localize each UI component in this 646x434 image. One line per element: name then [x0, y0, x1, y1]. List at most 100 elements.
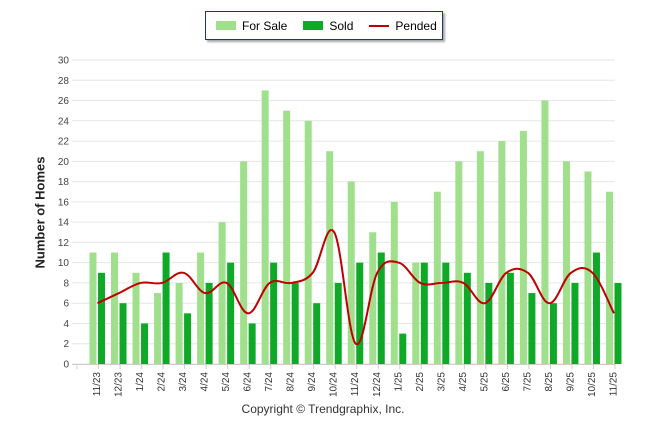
x-tick-label: 9/25 — [565, 372, 576, 392]
x-tick-label: 3/25 — [436, 372, 447, 392]
bar-sold — [98, 272, 105, 364]
bar-sold — [592, 252, 600, 364]
bar-sold — [162, 252, 170, 364]
bar-for-sale — [283, 110, 291, 365]
bar-for-sale — [175, 282, 183, 364]
bar-for-sale — [111, 252, 119, 364]
legend-label-sold: Sold — [329, 18, 354, 33]
for-sale-swatch — [216, 21, 236, 30]
x-tick-label: 9/24 — [307, 372, 318, 392]
bar-sold — [614, 282, 622, 364]
y-tick-label: 4 — [63, 319, 69, 330]
bar-sold — [506, 272, 514, 364]
y-tick-label: 12 — [58, 238, 70, 249]
bar-sold — [420, 262, 428, 364]
x-tick-label: 6/25 — [501, 372, 512, 392]
bar-sold — [442, 262, 450, 364]
x-tick-label: 5/25 — [479, 372, 490, 392]
x-tick-label: 11/25 — [608, 372, 619, 397]
bar-for-sale — [541, 100, 549, 365]
bar-for-sale — [369, 232, 377, 364]
x-tick-label: 7/25 — [522, 372, 533, 392]
y-tick-label: 18 — [58, 177, 70, 188]
bar-for-sale — [347, 181, 355, 364]
bar-for-sale — [89, 252, 97, 364]
bar-sold — [571, 282, 579, 364]
x-tick-label: 12/24 — [372, 372, 383, 397]
bar-for-sale — [412, 262, 420, 364]
bar-for-sale — [519, 130, 527, 364]
x-tick-label: 8/25 — [544, 372, 555, 392]
legend-item-pended[interactable]: Pended — [369, 18, 437, 33]
legend-label-pended: Pended — [395, 18, 437, 33]
pended-line — [97, 228, 615, 345]
x-tick-label: 6/24 — [243, 372, 254, 392]
bar-for-sale — [240, 161, 248, 364]
x-tick-label: 1/25 — [393, 372, 404, 392]
legend-item-for-sale[interactable]: For Sale — [216, 19, 287, 33]
bar-for-sale — [154, 293, 162, 364]
x-tick-label: 3/24 — [178, 372, 189, 392]
pended-swatch — [369, 24, 390, 27]
y-tick-label: 22 — [58, 137, 70, 148]
y-tick-label: 8 — [63, 278, 69, 289]
y-tick-label: 10 — [58, 258, 70, 269]
y-tick-label: 30 — [58, 56, 70, 67]
copyright-footer: Copyright © Trendgraphix, Inc. — [241, 402, 405, 416]
x-tick-label: 2/25 — [415, 372, 426, 392]
x-tick-label: 4/24 — [200, 372, 211, 392]
sold-swatch — [303, 21, 324, 30]
y-tick-label: 16 — [58, 197, 70, 208]
bar-sold — [184, 313, 192, 364]
x-tick-label: 8/24 — [286, 372, 297, 392]
y-tick-label: 26 — [58, 96, 70, 107]
bar-for-sale — [390, 201, 398, 364]
x-tick-label: 11/24 — [350, 372, 361, 397]
bar-sold — [119, 303, 127, 364]
y-tick-label: 2 — [63, 339, 69, 350]
bar-for-sale — [326, 151, 334, 364]
bar-sold — [270, 262, 278, 364]
bar-for-sale — [455, 161, 463, 364]
x-tick-label: 5/24 — [221, 372, 232, 392]
y-tick-label: 28 — [58, 76, 70, 87]
bar-sold — [205, 282, 213, 364]
bar-for-sale — [304, 120, 312, 364]
bar-for-sale — [197, 252, 205, 364]
bar-sold — [227, 262, 235, 364]
bar-for-sale — [433, 191, 441, 364]
bar-for-sale — [218, 222, 226, 364]
y-tick-label: 0 — [63, 360, 69, 371]
x-tick-label: 10/25 — [587, 372, 598, 397]
bar-sold — [399, 333, 407, 364]
bar-sold — [528, 293, 536, 364]
x-tick-label: 1/24 — [135, 372, 146, 392]
bar-sold — [463, 272, 471, 364]
bar-sold — [485, 282, 493, 364]
bar-for-sale — [132, 272, 140, 364]
bar-sold — [141, 323, 149, 364]
bar-for-sale — [562, 161, 570, 364]
bar-sold — [377, 252, 385, 364]
bar-for-sale — [584, 171, 592, 364]
y-tick-label: 6 — [63, 299, 69, 310]
bar-for-sale — [605, 191, 613, 364]
y-axis-label: Number of Homes — [32, 156, 48, 269]
x-tick-label: 10/24 — [329, 372, 340, 397]
y-tick-label: 24 — [58, 116, 70, 127]
y-tick-label: 20 — [58, 157, 70, 168]
x-tick-label: 11/23 — [92, 372, 103, 397]
x-axis: 11/23 12/23 1/24 2/24 3/24 4/24 5/24 6/24 7/24 8/… — [72, 364, 619, 397]
bar-sold — [291, 282, 299, 364]
bar-sold — [248, 323, 256, 364]
pended-line-path — [97, 228, 615, 345]
bar-for-sale — [261, 90, 269, 365]
y-tick-label: 14 — [58, 218, 70, 229]
legend-label-for-sale: For Sale — [242, 18, 288, 33]
legend-item-sold[interactable]: Sold — [303, 19, 353, 33]
x-tick-label: 7/24 — [264, 372, 275, 392]
bar-sold — [313, 303, 321, 364]
legend: For Sale Sold Pended — [205, 11, 443, 40]
